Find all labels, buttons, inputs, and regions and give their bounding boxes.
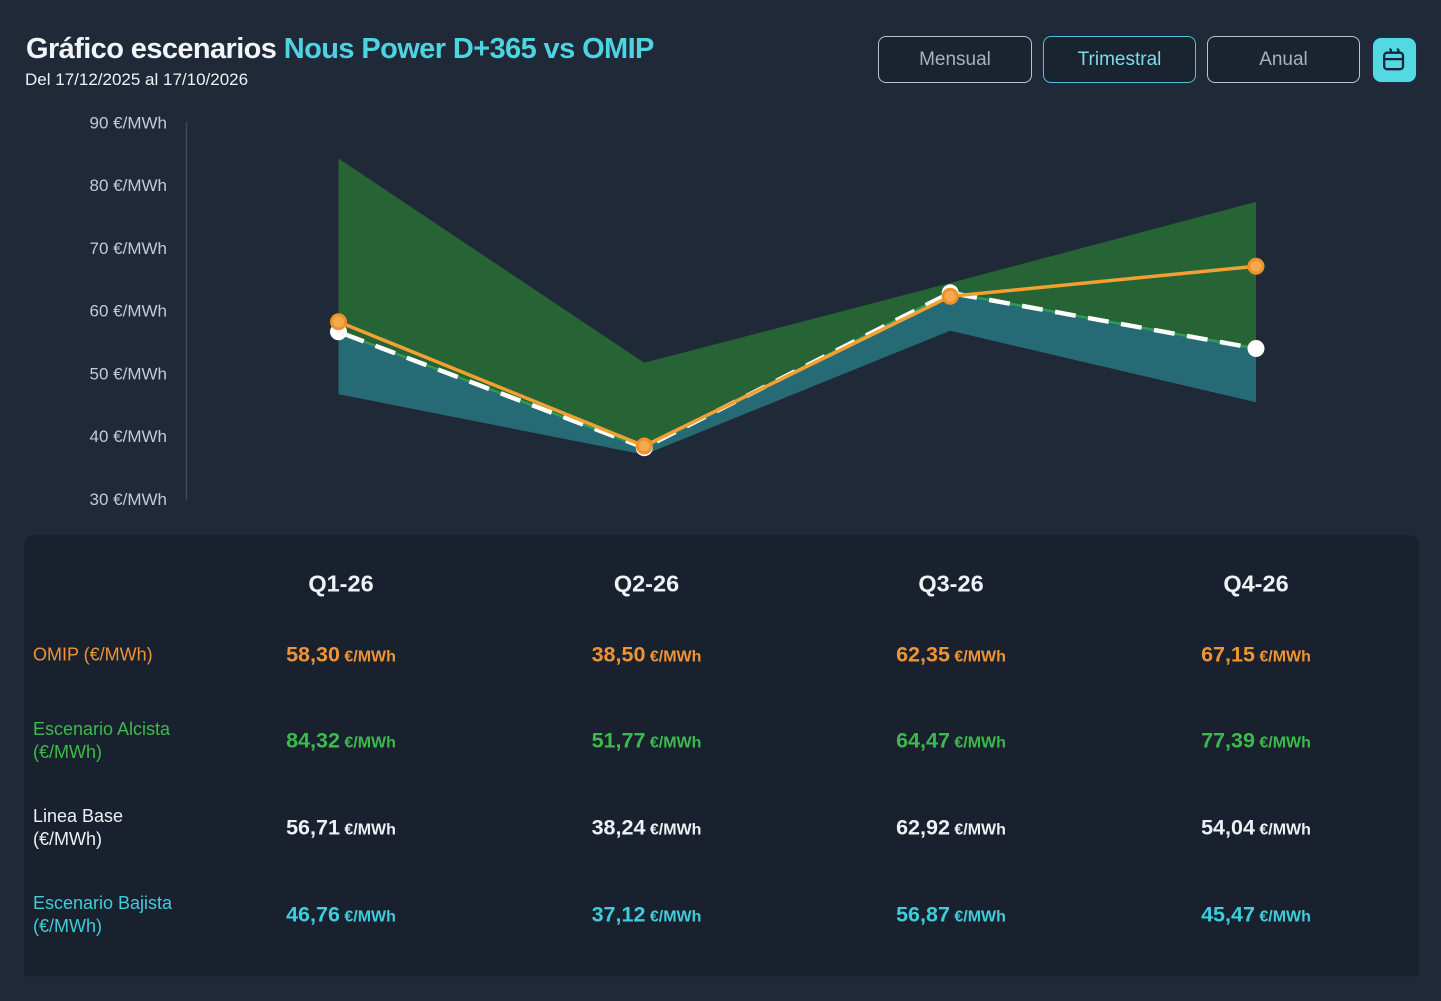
svg-text:50 €/MWh: 50 €/MWh — [90, 364, 167, 383]
svg-text:70 €/MWh: 70 €/MWh — [90, 239, 167, 258]
svg-text:40 €/MWh: 40 €/MWh — [90, 427, 167, 446]
svg-text:90 €/MWh: 90 €/MWh — [90, 113, 167, 132]
svg-text:60 €/MWh: 60 €/MWh — [90, 302, 167, 321]
svg-text:80 €/MWh: 80 €/MWh — [90, 176, 167, 195]
svg-text:30 €/MWh: 30 €/MWh — [90, 490, 167, 509]
